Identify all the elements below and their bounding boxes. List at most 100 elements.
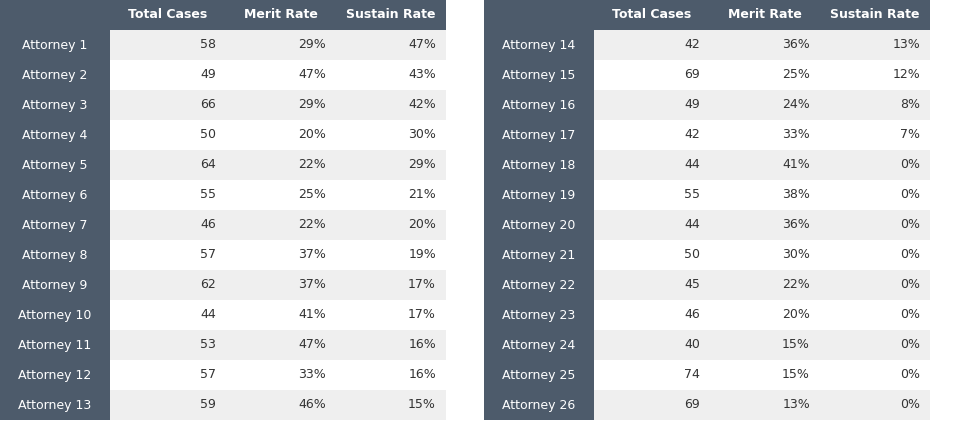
Bar <box>594 210 710 240</box>
Bar <box>710 330 820 360</box>
Text: 33%: 33% <box>782 129 810 142</box>
Text: 13%: 13% <box>782 399 810 411</box>
Bar <box>820 120 930 150</box>
Bar <box>110 240 226 270</box>
Text: 40: 40 <box>684 338 700 351</box>
Bar <box>820 210 930 240</box>
Bar <box>226 30 336 60</box>
Text: 53: 53 <box>200 338 216 351</box>
Bar <box>226 390 336 420</box>
Bar <box>0 90 110 120</box>
Bar <box>336 0 446 30</box>
Text: Attorney 2: Attorney 2 <box>22 69 88 82</box>
Bar <box>710 180 820 210</box>
Bar <box>820 300 930 330</box>
Bar <box>710 150 820 180</box>
Text: 16%: 16% <box>408 369 436 381</box>
Bar <box>226 270 336 300</box>
Bar <box>0 240 110 270</box>
Bar <box>594 330 710 360</box>
Bar <box>820 390 930 420</box>
Bar <box>110 270 226 300</box>
Bar <box>336 120 446 150</box>
Bar <box>820 60 930 90</box>
Text: Attorney 3: Attorney 3 <box>22 99 88 112</box>
Bar <box>0 120 110 150</box>
Text: 17%: 17% <box>408 308 436 321</box>
Bar <box>484 180 594 210</box>
Bar <box>820 150 930 180</box>
Bar <box>820 270 930 300</box>
Bar <box>0 180 110 210</box>
Text: 57: 57 <box>200 248 216 262</box>
Bar <box>110 120 226 150</box>
Text: 15%: 15% <box>782 369 810 381</box>
Text: 0%: 0% <box>900 218 920 232</box>
Text: 22%: 22% <box>298 158 326 172</box>
Text: Attorney 8: Attorney 8 <box>22 248 88 262</box>
Text: 57: 57 <box>200 369 216 381</box>
Bar <box>594 90 710 120</box>
Text: 22%: 22% <box>782 278 810 291</box>
Bar <box>820 360 930 390</box>
Bar <box>594 150 710 180</box>
Text: 42: 42 <box>684 39 700 51</box>
Text: 38%: 38% <box>782 188 810 202</box>
Text: Attorney 4: Attorney 4 <box>22 129 88 142</box>
Text: Merit Rate: Merit Rate <box>244 9 318 21</box>
Text: Attorney 26: Attorney 26 <box>502 399 576 411</box>
Text: 41%: 41% <box>298 308 326 321</box>
Text: 74: 74 <box>684 369 700 381</box>
Text: Sustain Rate: Sustain Rate <box>346 9 436 21</box>
Text: 20%: 20% <box>408 218 436 232</box>
Text: 49: 49 <box>684 99 700 112</box>
Bar <box>484 90 594 120</box>
Text: 21%: 21% <box>408 188 436 202</box>
Text: 0%: 0% <box>900 278 920 291</box>
Bar <box>0 300 110 330</box>
Bar <box>484 120 594 150</box>
Bar <box>336 270 446 300</box>
Bar <box>820 0 930 30</box>
Text: Attorney 9: Attorney 9 <box>22 278 88 291</box>
Bar <box>110 390 226 420</box>
Text: 44: 44 <box>200 308 216 321</box>
Text: 30%: 30% <box>408 129 436 142</box>
Bar <box>336 30 446 60</box>
Text: 7%: 7% <box>900 129 920 142</box>
Bar <box>484 150 594 180</box>
Bar <box>110 150 226 180</box>
Text: Attorney 21: Attorney 21 <box>502 248 576 262</box>
Text: 29%: 29% <box>298 39 326 51</box>
Bar <box>710 240 820 270</box>
Bar <box>226 330 336 360</box>
Bar <box>110 300 226 330</box>
Bar <box>710 300 820 330</box>
Bar <box>0 60 110 90</box>
Bar <box>0 0 110 30</box>
Bar <box>336 180 446 210</box>
Text: Attorney 13: Attorney 13 <box>18 399 92 411</box>
Text: 37%: 37% <box>298 278 326 291</box>
Bar <box>484 30 594 60</box>
Text: 0%: 0% <box>900 338 920 351</box>
Text: 55: 55 <box>200 188 216 202</box>
Bar <box>594 240 710 270</box>
Bar <box>594 270 710 300</box>
Bar <box>820 180 930 210</box>
Text: Attorney 15: Attorney 15 <box>502 69 576 82</box>
Bar <box>484 330 594 360</box>
Text: Total Cases: Total Cases <box>613 9 691 21</box>
Bar <box>226 120 336 150</box>
Bar <box>710 120 820 150</box>
Bar <box>484 240 594 270</box>
Bar <box>0 30 110 60</box>
Bar <box>594 120 710 150</box>
Text: Attorney 12: Attorney 12 <box>18 369 92 381</box>
Text: 17%: 17% <box>408 278 436 291</box>
Bar <box>0 390 110 420</box>
Bar <box>226 240 336 270</box>
Text: 13%: 13% <box>892 39 920 51</box>
Bar <box>484 300 594 330</box>
Text: 47%: 47% <box>408 39 436 51</box>
